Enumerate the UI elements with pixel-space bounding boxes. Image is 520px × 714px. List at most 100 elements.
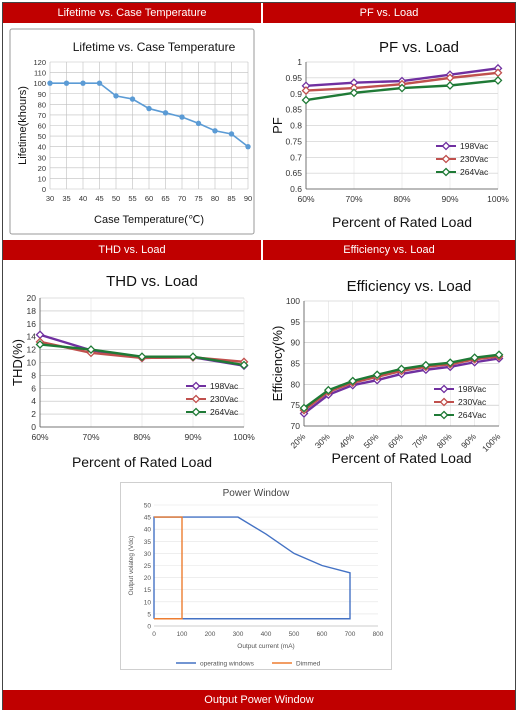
x-tick-label: 100% [233, 432, 255, 442]
x-tick-label: 40 [79, 194, 87, 203]
data-point [179, 114, 185, 120]
chart-title: Lifetime vs. Case Temperature [73, 40, 236, 54]
y-tick-label: 0 [147, 624, 151, 631]
x-tick-label: 40% [337, 431, 356, 450]
data-point [195, 120, 202, 127]
data-point [212, 128, 218, 134]
y-axis-label: Efficiency(%) [270, 326, 285, 402]
x-tick-label: 400 [261, 631, 272, 638]
data-point [245, 143, 251, 150]
y-axis-label: THD(%) [10, 339, 25, 386]
x-tick-label: 60 [145, 194, 153, 203]
y-axis-label: Output volateg (Vdc) [128, 536, 135, 596]
y-tick-label: 25 [144, 563, 152, 570]
y-tick-label: 12 [27, 345, 37, 355]
y-tick-label: 16 [27, 319, 37, 329]
x-tick-label: 55 [128, 194, 136, 203]
data-point [35, 340, 45, 349]
y-tick-label: 0.7 [290, 152, 302, 162]
data-point [129, 96, 136, 102]
data-point [301, 86, 311, 95]
data-point [349, 88, 359, 98]
y-tick-label: 0.8 [290, 121, 302, 131]
data-point [299, 403, 309, 413]
data-point [137, 352, 147, 362]
y-tick-label: 0.85 [285, 105, 302, 115]
chart-title: Power Window [223, 488, 290, 499]
y-tick-label: 2 [31, 409, 36, 419]
x-tick-label: 60% [386, 431, 405, 450]
y-tick-label: 14 [27, 332, 37, 342]
x-tick-label: 90 [244, 194, 252, 203]
y-tick-label: 20 [144, 575, 152, 582]
data-point [239, 360, 249, 370]
data-point [113, 93, 119, 99]
data-point [228, 131, 235, 137]
x-tick-label: 100% [487, 194, 509, 204]
panel-lifetime: Lifetime vs. Case Temperature 0 10 20 30 40 50… [4, 24, 260, 238]
x-tick-label: 100% [480, 431, 503, 454]
y-tick-label: 100 [33, 79, 46, 88]
y-axis-label: PF [270, 117, 285, 134]
y-tick-label: 18 [27, 306, 37, 316]
y-tick-label: 20 [38, 164, 46, 173]
y-tick-label: 1 [297, 57, 302, 67]
y-tick-label: 85 [291, 359, 301, 369]
legend-label: Dimmed [296, 661, 321, 668]
chart-lifetime: Lifetime vs. Case Temperature01020304050… [9, 28, 255, 235]
x-tick-label: 90% [459, 431, 478, 450]
x-tick-label: 300 [233, 631, 244, 638]
legend-label: 264Vac [460, 167, 489, 177]
legend-marker [439, 397, 449, 407]
data-point [146, 105, 152, 112]
x-tick-label: 80% [435, 431, 454, 450]
y-tick-label: 110 [34, 69, 46, 78]
y-tick-label: 0.9 [290, 89, 302, 99]
y-tick-label: 0.6 [290, 184, 302, 194]
x-tick-label: 80 [211, 194, 219, 203]
legend-marker [191, 407, 201, 417]
y-tick-label: 90 [291, 338, 301, 348]
data-point [372, 370, 382, 380]
y-tick-label: 45 [144, 515, 152, 522]
x-tick-label: 75 [194, 194, 202, 203]
legend-label: 264Vac [210, 407, 239, 417]
legend-label: 230Vac [458, 397, 487, 407]
data-point [397, 364, 406, 374]
y-tick-label: 10 [38, 174, 46, 183]
x-tick-label: 60% [297, 194, 314, 204]
y-tick-label: 6 [31, 383, 36, 393]
data-point [493, 75, 503, 85]
y-tick-label: 90 [38, 90, 46, 99]
data-point [47, 80, 53, 86]
data-point [445, 81, 455, 90]
data-point [397, 83, 407, 93]
header-efficiency: Efficiency vs. Load [263, 240, 515, 260]
data-point [80, 80, 86, 86]
legend-marker [441, 167, 451, 177]
y-tick-label: 70 [291, 421, 301, 431]
x-tick-label: 80% [133, 432, 150, 442]
x-tick-label: 80% [393, 194, 410, 204]
legend-marker [441, 141, 451, 151]
header-pf: PF vs. Load [263, 3, 515, 23]
legend-label: 264Vac [458, 410, 487, 420]
y-tick-label: 0 [31, 422, 36, 432]
y-tick-label: 10 [144, 599, 152, 606]
x-tick-label: 50% [361, 431, 380, 450]
y-tick-label: 50 [144, 503, 152, 510]
data-point [494, 350, 504, 360]
header-lifetime: Lifetime vs. Case Temperature [3, 3, 261, 23]
data-point [445, 358, 455, 368]
y-tick-label: 5 [147, 611, 151, 618]
header-thd: THD vs. Load [3, 240, 261, 260]
x-tick-label: 70% [410, 431, 429, 450]
series-line [154, 516, 183, 620]
x-tick-label: 30 [46, 194, 54, 203]
x-axis-label: Case Temperature(℃) [94, 214, 204, 226]
data-point [348, 376, 358, 386]
x-tick-label: 65 [161, 194, 169, 203]
y-tick-label: 0.95 [285, 73, 302, 83]
x-tick-label: 700 [345, 631, 356, 638]
